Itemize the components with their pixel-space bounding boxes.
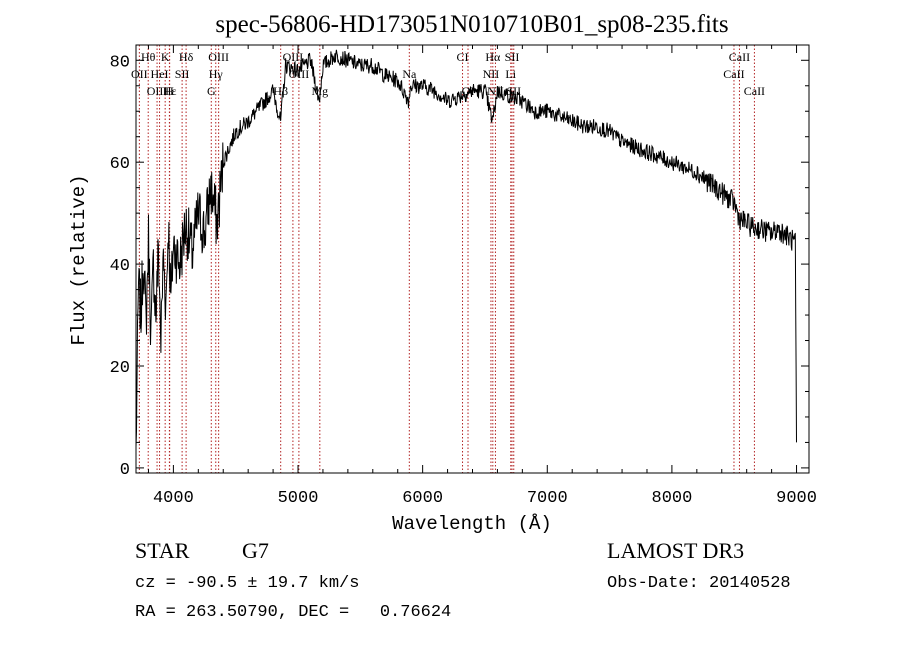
spectral-line-label: Hβ xyxy=(273,84,288,98)
chart-title: spec-56806-HD173051N010710B01_sp08-235.f… xyxy=(215,11,728,38)
redshift-velocity: cz = -90.5 ± 19.7 km/s xyxy=(135,574,360,593)
x-tick-label: 7000 xyxy=(527,489,568,508)
y-tick-label: 0 xyxy=(120,461,130,480)
y-tick-label: 60 xyxy=(110,155,130,174)
object-class: STAR xyxy=(135,538,190,563)
y-tick-label: 40 xyxy=(110,257,130,276)
x-tick-label: 9000 xyxy=(776,489,817,508)
spectral-line-label: Hδ xyxy=(179,50,194,64)
y-axis-label: Flux (relative) xyxy=(68,174,90,345)
x-tick-label: 8000 xyxy=(652,489,693,508)
x-tick-label: 6000 xyxy=(402,489,443,508)
x-tick-label: 4000 xyxy=(153,489,194,508)
flux-series-line xyxy=(135,49,797,447)
spectral-line-markers xyxy=(138,45,755,473)
spectral-line-label: Hθ xyxy=(141,50,156,64)
spectral-line-label: K xyxy=(161,50,170,64)
spectral-line-label: Hγ xyxy=(209,67,224,81)
spectral-line-label: CaII xyxy=(744,84,765,98)
y-tick-label: 20 xyxy=(110,359,130,378)
obs-date: Obs-Date: 20140528 xyxy=(607,574,791,593)
spectral-line-label: NII xyxy=(483,67,500,81)
spectral-line-label: Hε xyxy=(163,84,177,98)
spectral-line-label: CaII xyxy=(723,67,744,81)
spectral-line-label: SII xyxy=(175,67,190,81)
spectral-line-label: Hα xyxy=(485,50,501,64)
object-subclass: G7 xyxy=(242,538,269,563)
spectral-line-label: G xyxy=(207,84,216,98)
spectral-line-label: OII xyxy=(131,67,148,81)
axis-ticks: 4000 5000 6000 7000 8000 9000 0 20 40 60 80 xyxy=(110,45,817,508)
spectral-line-label: SII xyxy=(505,50,520,64)
x-tick-label: 5000 xyxy=(278,489,319,508)
plot-frame xyxy=(135,44,810,474)
spectral-line-label: Li xyxy=(505,67,516,81)
spectral-line-label: Na xyxy=(402,67,417,81)
spectral-line-label: H xyxy=(165,84,174,98)
spectral-line-label: OIII xyxy=(283,50,304,64)
x-axis-label: Wavelength (Å) xyxy=(392,513,552,535)
spectral-line-label: CaII xyxy=(729,50,750,64)
y-tick-label: 80 xyxy=(110,53,130,72)
spectral-line-label: CI xyxy=(457,50,469,64)
spectral-line-label: OIII xyxy=(147,84,168,98)
survey-name: LAMOST DR3 xyxy=(607,538,745,563)
spectral-line-label: HeI xyxy=(151,67,169,81)
spectral-line-label: OIII xyxy=(208,50,229,64)
coordinates: RA = 263.50790, DEC = 0.76624 xyxy=(135,603,452,622)
